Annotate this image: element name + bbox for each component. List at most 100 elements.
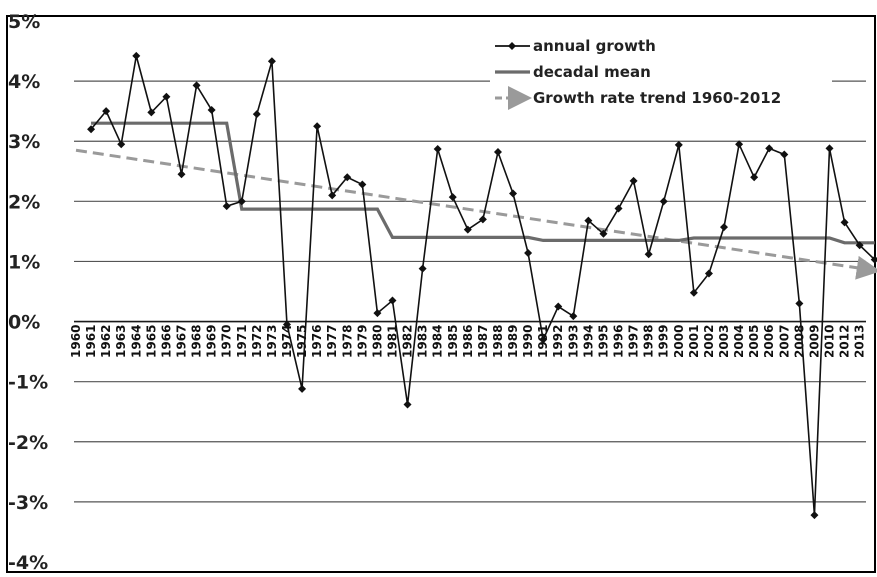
x-tick-label: 1974 (280, 325, 294, 358)
annual-growth-point (282, 320, 291, 329)
x-tick-label: 2002 (702, 325, 716, 358)
annual-growth-point (524, 249, 533, 258)
x-tick-label: 2007 (777, 325, 791, 358)
x-tick-label: 1961 (84, 325, 98, 358)
x-tick-label: 1969 (205, 325, 219, 358)
x-tick-label: 1967 (174, 325, 188, 358)
annual-growth-point (614, 204, 623, 213)
legend-label: Growth rate trend 1960-2012 (533, 89, 781, 107)
x-tick-label: 1990 (521, 325, 535, 358)
x-tick-label: 1965 (144, 325, 158, 358)
annual-growth-point (463, 225, 472, 234)
annual-growth-point (478, 215, 487, 224)
x-tick-label: 2005 (747, 325, 761, 358)
y-tick-label: -3% (8, 492, 48, 514)
x-tick-label: 2000 (672, 325, 686, 358)
x-tick-label: 2009 (807, 325, 821, 358)
x-tick-label: 1987 (476, 325, 490, 358)
annual-growth-point (298, 384, 307, 393)
x-tick-label: 2006 (762, 325, 776, 358)
annual-growth-point (418, 264, 427, 273)
x-tick-label: 1966 (159, 325, 173, 358)
annual-growth-point (102, 107, 111, 116)
y-tick-label: 4% (8, 71, 40, 93)
x-tick-label: 1997 (627, 325, 641, 358)
annual-growth-point (207, 105, 216, 114)
x-tick-label: 1989 (506, 325, 520, 358)
y-axis-tick-labels: 5% 4% 3% 2% 1% 0% -1% -2% -3% -4% (8, 11, 48, 574)
y-tick-label: -1% (8, 372, 48, 394)
annual-growth-point (358, 180, 367, 189)
annual-growth-point (433, 145, 442, 154)
annual-growth-point (328, 191, 337, 200)
y-tick-label: 5% (8, 11, 40, 33)
x-tick-label: 1976 (310, 325, 324, 358)
annual-growth-point (780, 150, 789, 159)
annual-growth-point (569, 312, 578, 321)
legend: annual growth decadal mean Growth rate tre… (490, 30, 832, 112)
annual-growth-point (162, 92, 171, 101)
annual-growth-point (132, 51, 141, 60)
annual-growth-point (689, 288, 698, 297)
legend-label: decadal mean (533, 63, 651, 81)
annual-growth-point (493, 148, 502, 157)
y-tick-label: 0% (8, 312, 40, 334)
annual-growth-point (237, 197, 246, 206)
annual-growth-point (222, 202, 231, 211)
y-tick-label: 1% (8, 251, 40, 273)
y-tick-label: 3% (8, 131, 40, 153)
x-tick-label: 1982 (401, 325, 415, 358)
annual-growth-point (735, 140, 744, 149)
annual-growth-point (539, 335, 548, 344)
annual-growth-point (192, 81, 201, 90)
annual-growth-point (765, 144, 774, 153)
annual-growth-point (810, 511, 819, 520)
annual-growth-point (117, 140, 126, 149)
x-tick-label: 1999 (657, 325, 671, 358)
annual-growth-point (313, 122, 322, 131)
annual-growth-point (750, 173, 759, 182)
legend-label: annual growth (533, 37, 656, 55)
x-tick-label: 1985 (446, 325, 460, 358)
x-tick-label: 1994 (581, 325, 595, 358)
x-tick-label: 1978 (340, 325, 354, 358)
annual-growth-point (388, 296, 397, 305)
x-tick-label: 1971 (235, 325, 249, 358)
x-tick-label: 2001 (687, 325, 701, 358)
x-tick-label: 1998 (642, 325, 656, 358)
annual-growth-point (795, 299, 804, 308)
annual-growth-point (855, 241, 864, 250)
x-tick-label: 2013 (853, 325, 867, 358)
annual-growth-point (252, 110, 261, 119)
x-axis-tick-labels: 1960 1961 1962 1963 1964 1965 1966 1967 1968 1969… (69, 325, 867, 358)
x-tick-label: 2003 (717, 325, 731, 358)
x-tick-label: 1977 (325, 325, 339, 358)
x-tick-label: 1984 (431, 325, 445, 358)
x-tick-label: 2008 (792, 325, 806, 358)
x-tick-label: 1975 (295, 325, 309, 358)
annual-growth-point (87, 125, 96, 134)
annual-growth-point (704, 269, 713, 278)
x-tick-label: 1972 (250, 325, 264, 358)
x-tick-label: 1983 (416, 325, 430, 358)
annual-growth-point (659, 197, 668, 206)
x-tick-label: 1992 (551, 325, 565, 358)
x-tick-label: 1996 (612, 325, 626, 358)
annual-growth-point (403, 400, 412, 409)
y-tick-label: 2% (8, 191, 40, 213)
annual-growth-point (147, 108, 156, 117)
x-tick-label: 1988 (491, 325, 505, 358)
annual-growth-point (720, 223, 729, 232)
annual-growth-point (644, 250, 653, 259)
x-tick-label: 1993 (566, 325, 580, 358)
annual-growth-point (177, 170, 186, 179)
x-tick-label: 1981 (385, 325, 399, 358)
x-tick-label: 2010 (823, 325, 837, 358)
annual-growth-point (343, 173, 352, 182)
annual-growth-point (840, 218, 849, 227)
x-tick-label: 1979 (355, 325, 369, 358)
x-tick-label: 1973 (265, 325, 279, 358)
annual-growth-point (599, 229, 608, 238)
annual-growth-point (870, 255, 877, 264)
